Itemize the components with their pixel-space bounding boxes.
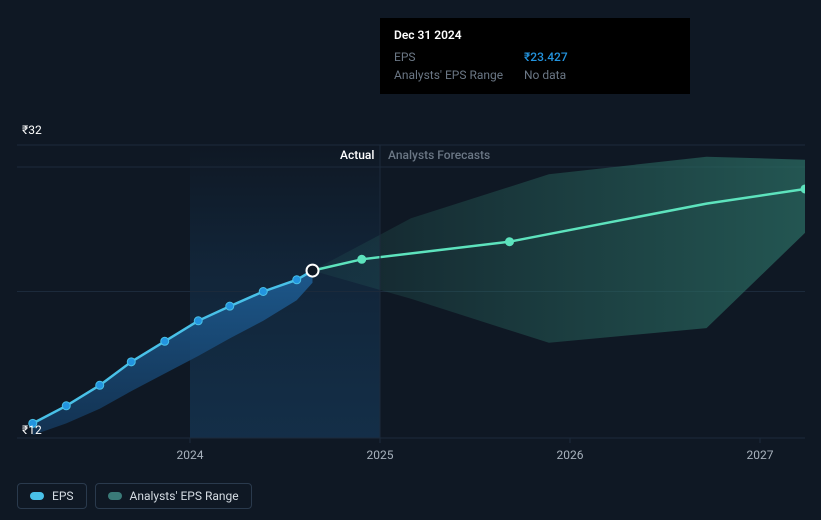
x-tick: 2024: [177, 448, 204, 462]
chart-tooltip: Dec 31 2024 EPS₹23.427Analysts' EPS Rang…: [380, 18, 690, 94]
legend-swatch: [108, 492, 122, 500]
section-label-forecast: Analysts Forecasts: [388, 148, 490, 162]
tooltip-row-label: EPS: [394, 48, 524, 66]
legend-swatch: [30, 492, 44, 500]
tooltip-row-value: No data: [524, 66, 566, 84]
legend-item[interactable]: EPS: [17, 483, 87, 509]
tooltip-row: EPS₹23.427: [394, 48, 676, 66]
y-tick-max: ₹32: [22, 123, 42, 137]
x-tick: 2026: [557, 448, 584, 462]
legend-label: EPS: [52, 489, 74, 503]
eps-chart[interactable]: ₹32 ₹12 Actual Analysts Forecasts 2024 20…: [17, 118, 805, 463]
section-label-actual: Actual: [340, 148, 374, 162]
y-tick-min: ₹12: [22, 423, 42, 437]
tooltip-row-label: Analysts' EPS Range: [394, 66, 524, 84]
tooltip-row-value: ₹23.427: [524, 48, 568, 66]
chart-legend: EPS Analysts' EPS Range: [17, 483, 252, 509]
chart-canvas: [17, 118, 805, 463]
tooltip-date: Dec 31 2024: [394, 28, 676, 42]
x-tick: 2027: [747, 448, 774, 462]
x-tick: 2025: [367, 448, 394, 462]
legend-item[interactable]: Analysts' EPS Range: [95, 483, 252, 509]
tooltip-row: Analysts' EPS RangeNo data: [394, 66, 676, 84]
legend-label: Analysts' EPS Range: [130, 489, 239, 503]
